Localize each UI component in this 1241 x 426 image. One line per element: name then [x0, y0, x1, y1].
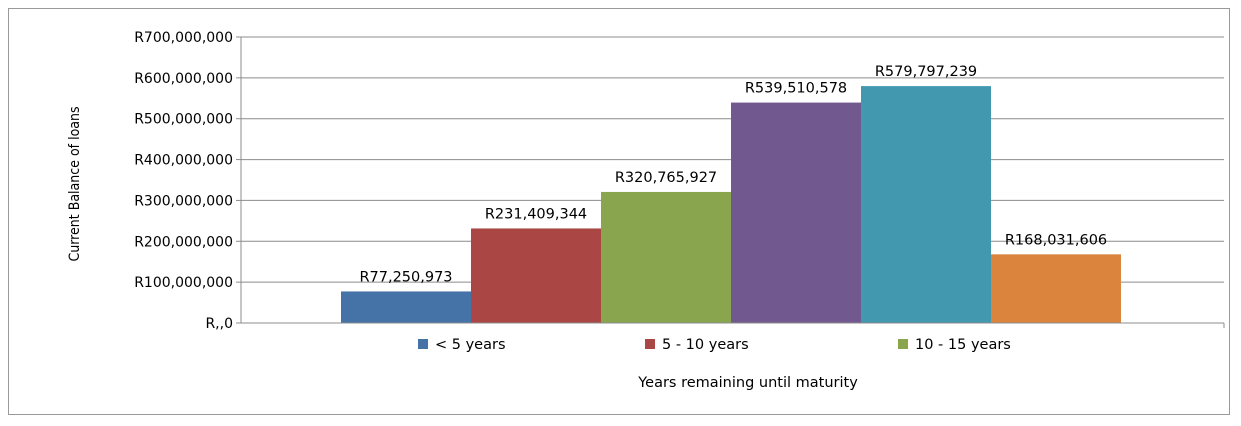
y-tick-label: R300,000,000 [134, 193, 233, 209]
legend: < 5 years 5 - 10 years 10 - 15 years [418, 337, 1011, 353]
bar [341, 291, 471, 323]
legend-swatch [898, 339, 908, 349]
legend-label: < 5 years [435, 337, 506, 353]
bar-data-label: R320,765,927 [615, 170, 717, 186]
bar [731, 102, 861, 323]
y-tick-label: R,,0 [205, 316, 233, 332]
y-tick-label: R200,000,000 [134, 234, 233, 250]
bar-data-label: R77,250,973 [359, 269, 452, 285]
bar [601, 191, 731, 323]
bar-data-label: R231,409,344 [485, 206, 587, 222]
bar [861, 86, 991, 323]
y-tick-label: R100,000,000 [134, 275, 233, 291]
x-axis-title: Years remaining until maturity [637, 375, 858, 391]
bar-data-label: R579,797,239 [875, 64, 977, 80]
legend-label: 5 - 10 years [662, 337, 749, 353]
data-labels: R77,250,973 R231,409,344 R320,765,927 R539,… [359, 64, 1107, 285]
bar [991, 254, 1121, 323]
legend-label: 10 - 15 years [915, 337, 1011, 353]
y-tick-label: R500,000,000 [134, 112, 233, 128]
y-tick-label: R600,000,000 [134, 71, 233, 87]
y-tick-labels: R,,0 R100,000,000 R200,000,000 R300,000,000… [134, 30, 233, 332]
bars [341, 86, 1121, 323]
bar-data-label: R168,031,606 [1005, 232, 1107, 248]
axes [240, 37, 1225, 328]
bar-data-label: R539,510,578 [745, 81, 847, 97]
y-tick-label: R700,000,000 [134, 30, 233, 46]
y-tick-label: R400,000,000 [134, 153, 233, 169]
legend-swatch [418, 339, 428, 349]
bar [471, 228, 601, 323]
y-axis-title: Current Balance of loans [67, 106, 83, 261]
legend-swatch [645, 339, 655, 349]
